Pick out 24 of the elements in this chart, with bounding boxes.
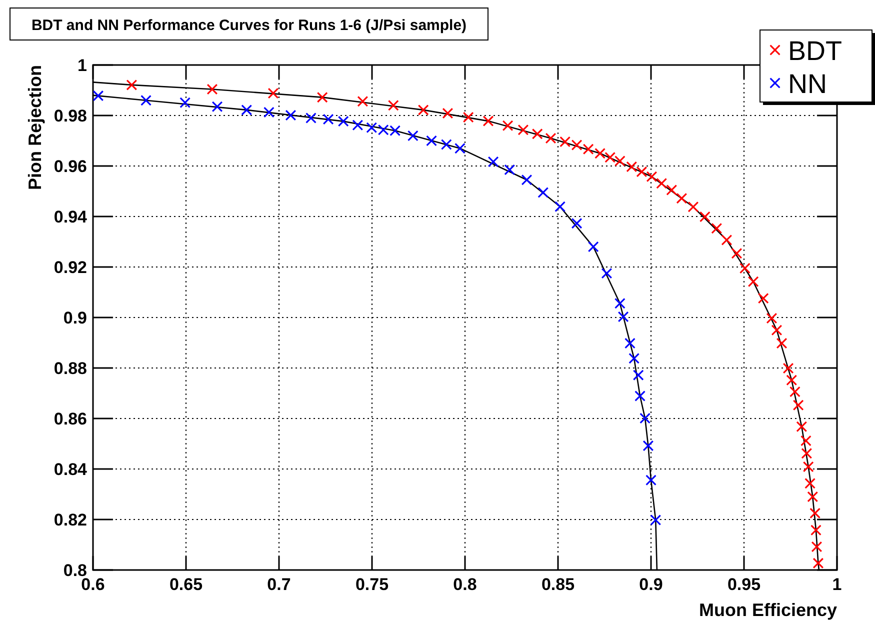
- x-tick-label: 0.7: [267, 575, 291, 594]
- y-axis-title: Pion Rejection: [25, 65, 45, 190]
- x-tick-label: 0.65: [169, 575, 203, 594]
- x-tick-label: 0.9: [639, 575, 663, 594]
- y-tick-label: 0.82: [54, 510, 87, 530]
- x-tick-label: 0.85: [541, 575, 575, 594]
- legend-label: NN: [788, 69, 827, 99]
- y-tick-label: 0.86: [54, 410, 87, 428]
- x-axis-title: Muon Efficiency: [698, 600, 837, 620]
- y-tick-label: 0.96: [54, 157, 87, 176]
- x-tick-label: 0.75: [355, 575, 389, 594]
- chart-title: BDT and NN Performance Curves for Runs 1-6 (J/Psi sample): [31, 17, 467, 34]
- y-tick-label: 0.92: [54, 258, 87, 277]
- y-tick-label: 1: [78, 56, 87, 75]
- y-tick-label: 0.98: [54, 106, 87, 126]
- y-tick-label: 0.88: [54, 359, 87, 378]
- y-tick-label: 0.9: [63, 308, 87, 328]
- y-tick-label: 0.94: [54, 208, 88, 226]
- x-tick-label: 0.8: [453, 575, 477, 594]
- x-tick-label: 1: [832, 575, 842, 594]
- legend-label: BDT: [788, 36, 842, 66]
- x-tick-label: 0.95: [727, 575, 761, 594]
- y-tick-label: 0.84: [54, 460, 88, 479]
- x-tick-label: 0.6: [81, 575, 105, 594]
